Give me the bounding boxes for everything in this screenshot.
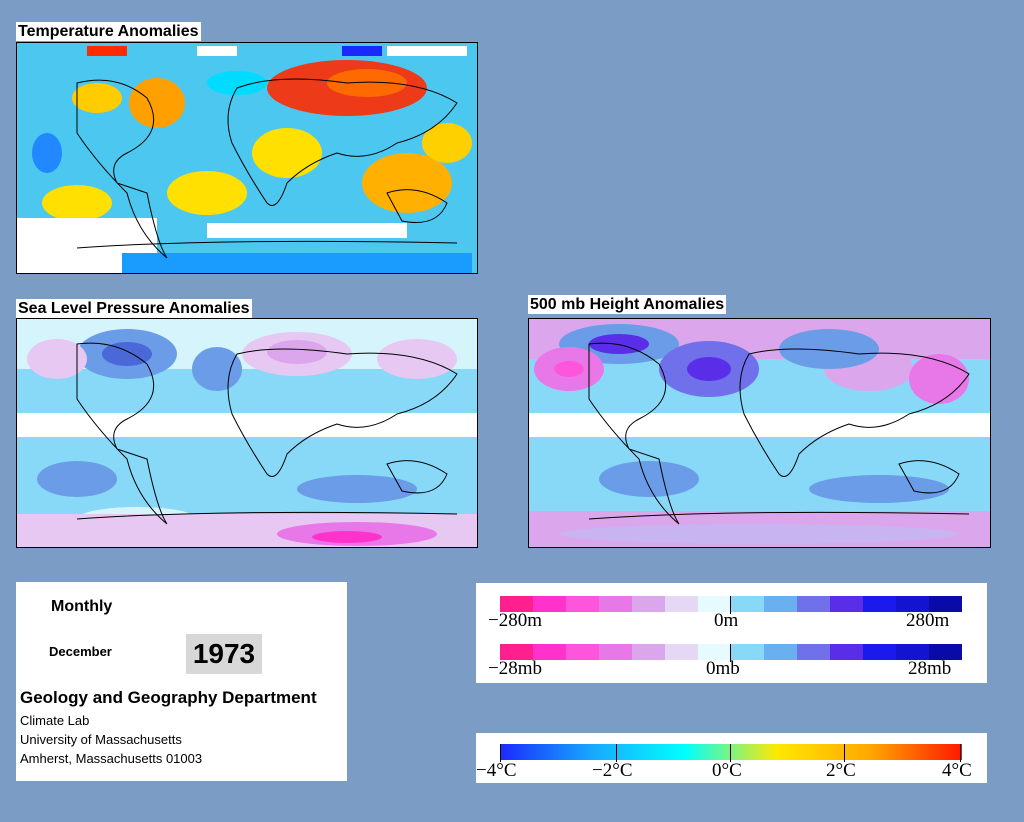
height-max-label: 280m (906, 610, 950, 631)
pressure-swatch-5 (665, 644, 698, 660)
pressure-swatch-2 (566, 644, 599, 660)
height-swatch-9 (797, 596, 830, 612)
500mb-height-map (528, 318, 991, 548)
temp-tick-0 (730, 744, 731, 762)
temperature-legend: −4°C −2°C 0°C 2°C 4°C (476, 733, 987, 783)
pressure-colorbar (500, 644, 962, 660)
pressure-swatch-9 (797, 644, 830, 660)
address-label: Amherst, Massachusetts 01003 (20, 751, 203, 766)
period-label: Monthly (51, 598, 113, 615)
sea-level-pressure-map (16, 318, 478, 548)
pressure-swatch-8 (764, 644, 797, 660)
height-swatch-7 (731, 596, 764, 612)
slp-map-title: Sea Level Pressure Anomalies (16, 299, 252, 318)
pressure-swatch-11 (863, 644, 896, 660)
temp-tick-minus4 (500, 744, 501, 762)
height-swatch-3 (599, 596, 632, 612)
height-swatch-2 (566, 596, 599, 612)
temp-label-2: 2°C (826, 760, 856, 781)
pressure-swatch-13 (929, 644, 962, 660)
temp-tick-4 (960, 744, 961, 762)
height-swatch-6 (698, 596, 731, 612)
pressure-swatch-7 (731, 644, 764, 660)
height-swatch-1 (533, 596, 566, 612)
height-zero-tick (730, 596, 731, 614)
pressure-max-label: 28mb (908, 658, 952, 679)
pressure-swatch-10 (830, 644, 863, 660)
temp-tick-2 (844, 744, 845, 762)
temp-label-minus4: −4°C (476, 760, 517, 781)
month-label: December (49, 644, 112, 659)
height-swatch-8 (764, 596, 797, 612)
height-swatch-13 (929, 596, 962, 612)
pressure-mid-label: 0mb (706, 658, 740, 679)
height-swatch-5 (665, 596, 698, 612)
temp-label-0: 0°C (712, 760, 742, 781)
temperature-map-title: Temperature Anomalies (16, 22, 201, 41)
temperature-anomaly-map (16, 42, 478, 274)
height-map-title: 500 mb Height Anomalies (528, 295, 727, 314)
pressure-swatch-0 (500, 644, 533, 660)
height-swatch-0 (500, 596, 533, 612)
height-swatch-11 (863, 596, 896, 612)
pressure-min-label: −28mb (488, 658, 542, 679)
height-min-label: −280m (488, 610, 542, 631)
height-colorbar (500, 596, 962, 612)
pressure-swatch-6 (698, 644, 731, 660)
height-swatch-4 (632, 596, 665, 612)
pressure-swatch-4 (632, 644, 665, 660)
height-mid-label: 0m (714, 610, 739, 631)
pressure-swatch-12 (896, 644, 929, 660)
pressure-zero-tick (730, 644, 731, 662)
temperature-colorbar (500, 744, 962, 760)
department-label: Geology and Geography Department (20, 688, 317, 707)
temp-label-minus2: −2°C (592, 760, 633, 781)
temp-tick-minus2 (616, 744, 617, 762)
pressure-swatch-1 (533, 644, 566, 660)
lab-label: Climate Lab (20, 713, 90, 728)
pressure-swatch-3 (599, 644, 632, 660)
height-swatch-12 (896, 596, 929, 612)
university-label: University of Massachusetts (20, 732, 182, 747)
temp-label-4: 4°C (942, 760, 972, 781)
height-pressure-legend: −280m 0m 280m −28mb 0mb 28mb (476, 583, 987, 683)
height-swatch-10 (830, 596, 863, 612)
info-panel: Monthly December 1973 Geology and Geogra… (16, 582, 347, 781)
year-label: 1973 (186, 634, 262, 674)
